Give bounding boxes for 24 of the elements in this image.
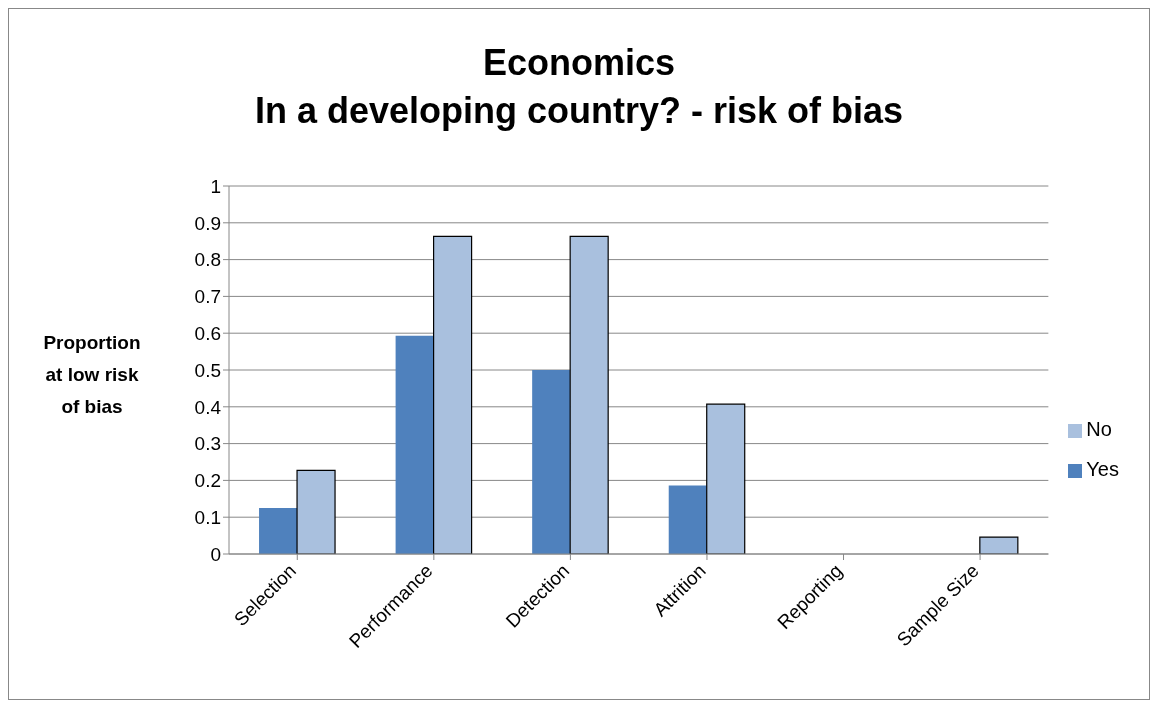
- y-tick-label: 0.4: [194, 396, 222, 418]
- bar: [433, 235, 473, 554]
- y-tick-label: 0.8: [194, 249, 221, 271]
- bar: [296, 469, 336, 554]
- y-tick-label: 0.2: [194, 470, 221, 492]
- y-tick-label: 0.6: [194, 322, 221, 344]
- bar: [532, 370, 571, 554]
- legend-label: Yes: [1086, 458, 1119, 480]
- y-tick-label: 0.5: [194, 359, 221, 381]
- y-tick-label: 1: [210, 175, 221, 197]
- y-tick-label: 0: [210, 543, 221, 565]
- bar: [569, 235, 609, 554]
- y-tick-label: 0.9: [194, 212, 221, 234]
- y-tick-label: 0.3: [194, 433, 221, 455]
- chart-title: Economics In a developing country? - risk of bias: [253, 41, 905, 133]
- bar: [259, 508, 298, 554]
- bar: [706, 403, 746, 554]
- bar: [979, 536, 1019, 554]
- bar: [668, 485, 707, 554]
- y-axis-title: Proportion at low risk of bias: [42, 331, 142, 419]
- y-tick-label: 0.7: [194, 286, 221, 308]
- legend-label: No: [1086, 418, 1112, 440]
- y-tick-label: 0.1: [194, 506, 221, 528]
- bar: [395, 335, 434, 554]
